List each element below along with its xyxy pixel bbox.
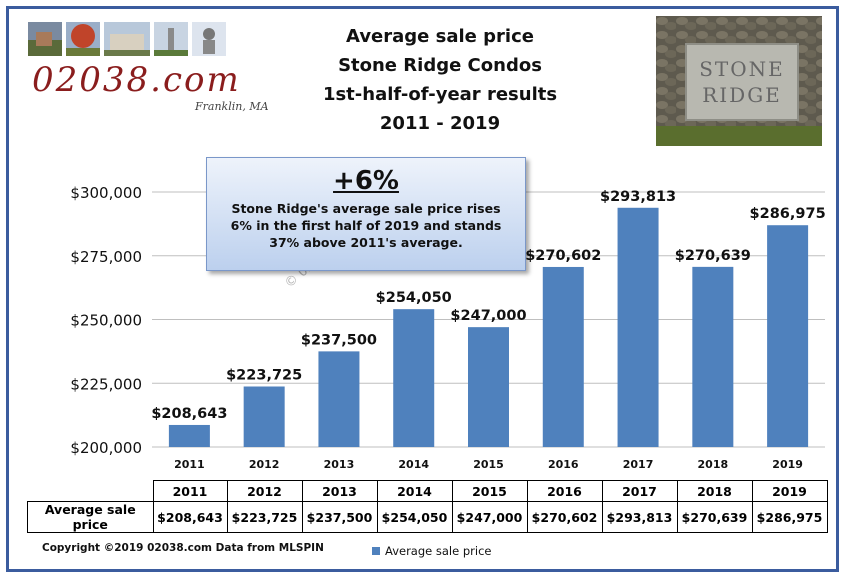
bar (542, 266, 584, 447)
table-year-cell: 2016 (526, 480, 603, 502)
table-value-cell: $254,050 (376, 501, 453, 533)
table-value-cell: $237,500 (301, 501, 378, 533)
bar (692, 266, 734, 447)
title-line-3: 1st-half-of-year results (322, 84, 558, 105)
data-label: $237,500 (301, 332, 377, 348)
stone-ridge-sign-photo: STONE RIDGE (656, 16, 822, 146)
y-tick-label: $300,000 (70, 184, 142, 202)
logo: 02038.com Franklin, MA (20, 18, 290, 113)
bar (243, 386, 285, 447)
legend-label: Average sale price (385, 544, 492, 558)
x-tick-label: 2015 (473, 458, 504, 471)
x-tick-label: 2017 (623, 458, 654, 471)
table-year-cell: 2013 (301, 480, 378, 502)
table-value-cell: $293,813 (601, 501, 678, 533)
bar (617, 207, 659, 447)
x-tick-label: 2016 (548, 458, 579, 471)
statue-photo-icon (192, 22, 226, 56)
bar (393, 309, 435, 447)
svg-text:RIDGE: RIDGE (702, 83, 782, 107)
x-tick-label: 2011 (174, 458, 205, 471)
x-tick-label: 2012 (249, 458, 280, 471)
table-row: Average sale price $208,643 $223,725 $23… (27, 501, 828, 533)
copyright-text: Copyright ©2019 02038.com Data from MLSP… (42, 542, 324, 554)
callout-text: Stone Ridge's average sale price rises 6… (230, 201, 502, 250)
title-line-2: Stone Ridge Condos (338, 55, 542, 76)
autumn-tree-photo-icon (66, 22, 100, 56)
bar (468, 327, 509, 447)
chart-title: Average sale price Stone Ridge Condos 1s… (270, 22, 610, 138)
table-header-row: 2011 2012 2013 2014 2015 2016 2017 2018 … (27, 480, 828, 502)
x-tick-label: 2019 (772, 458, 803, 471)
table-year-cell: 2011 (152, 480, 228, 502)
title-line-1: Average sale price (346, 26, 534, 47)
table-year-cell: 2014 (376, 480, 453, 502)
bar (318, 351, 360, 447)
y-tick-label: $250,000 (70, 312, 142, 330)
house-photo-icon (28, 22, 62, 56)
callout-headline: +6% (333, 166, 399, 196)
data-label: $286,975 (750, 206, 826, 222)
data-label: $270,602 (525, 248, 601, 264)
logo-subtext: Franklin, MA (195, 100, 269, 113)
monument-photo-icon (154, 22, 188, 56)
table-value-cell: $270,639 (676, 501, 753, 533)
data-label: $208,643 (151, 406, 227, 422)
data-label: $223,725 (226, 368, 302, 384)
table-row-label: Average sale price (27, 501, 154, 533)
y-tick-label: $275,000 (70, 248, 142, 266)
table-year-cell: 2018 (676, 480, 753, 502)
y-tick-label: $225,000 (70, 375, 142, 393)
table-year-cell: 2017 (601, 480, 678, 502)
legend: Average sale price (372, 544, 491, 558)
table-value-cell: $223,725 (226, 501, 303, 533)
table-year-cell: 2015 (451, 480, 528, 502)
callout-box: +6% Stone Ridge's average sale price ris… (206, 157, 526, 271)
legend-swatch (372, 547, 380, 555)
x-tick-label: 2013 (324, 458, 355, 471)
table-value-cell: $270,602 (526, 501, 603, 533)
data-label: $270,639 (675, 248, 751, 264)
table-value-cell: $286,975 (751, 501, 828, 533)
bar (767, 225, 809, 447)
table-year-cell: 2012 (226, 480, 303, 502)
y-tick-label: $200,000 (70, 439, 142, 457)
title-line-4: 2011 - 2019 (379, 113, 501, 134)
x-tick-label: 2018 (698, 458, 729, 471)
bar (168, 424, 210, 447)
data-table: 2011 2012 2013 2014 2015 2016 2017 2018 … (27, 480, 828, 533)
table-year-cell: 2019 (751, 480, 828, 502)
x-tick-label: 2014 (398, 458, 429, 471)
building-photo-icon (104, 22, 150, 56)
logo-text: 02038.com (32, 60, 241, 100)
table-corner-cell (27, 480, 154, 502)
data-label: $247,000 (450, 308, 526, 324)
table-value-cell: $247,000 (451, 501, 528, 533)
svg-text:STONE: STONE (699, 57, 785, 81)
table-value-cell: $208,643 (152, 501, 228, 533)
data-label: $293,813 (600, 189, 676, 205)
data-label: $254,050 (376, 290, 452, 306)
